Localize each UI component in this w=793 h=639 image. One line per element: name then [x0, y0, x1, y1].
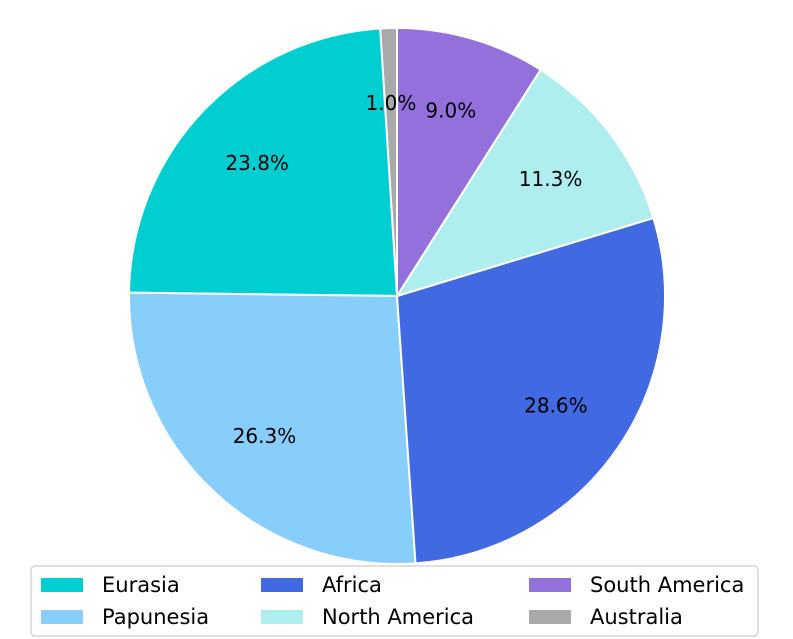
legend-label-australia: Australia: [590, 605, 683, 629]
pct-label-south-america: 9.0%: [425, 99, 476, 123]
pie-slice-africa: [396, 217, 666, 565]
legend-label-papunesia: Papunesia: [102, 605, 209, 629]
legend-swatch-africa: [261, 578, 303, 592]
pct-label-australia: 1.0%: [366, 91, 417, 115]
pie-slice-north-america: [396, 68, 655, 297]
legend-swatch-south-america: [529, 578, 571, 592]
legend-swatch-papunesia: [41, 610, 83, 624]
legend-label-south-america: South America: [590, 573, 744, 597]
legend: Eurasia Papunesia Africa North America South…: [30, 565, 759, 637]
legend-swatch-eurasia: [41, 578, 83, 592]
legend-label-africa: Africa: [322, 573, 382, 597]
pie-slices: [128, 27, 666, 565]
legend-label-north-america: North America: [322, 605, 474, 629]
pct-label-papunesia: 26.3%: [233, 424, 297, 448]
pie-slice-papunesia: [128, 291, 417, 565]
legend-swatch-north-america: [261, 610, 303, 624]
pct-label-africa: 28.6%: [524, 393, 588, 417]
pie-slice-south-america: [396, 27, 542, 297]
pct-label-eurasia: 23.8%: [225, 151, 289, 175]
pie-percentage-labels: 1.0% 23.8% 26.3% 28.6% 11.3% 9.0%: [225, 91, 587, 448]
pct-label-north-america: 11.3%: [519, 167, 583, 191]
legend-frame: [30, 565, 759, 637]
pie-slice-eurasia: [128, 27, 398, 297]
legend-swatch-australia: [529, 610, 571, 624]
legend-label-eurasia: Eurasia: [102, 573, 180, 597]
